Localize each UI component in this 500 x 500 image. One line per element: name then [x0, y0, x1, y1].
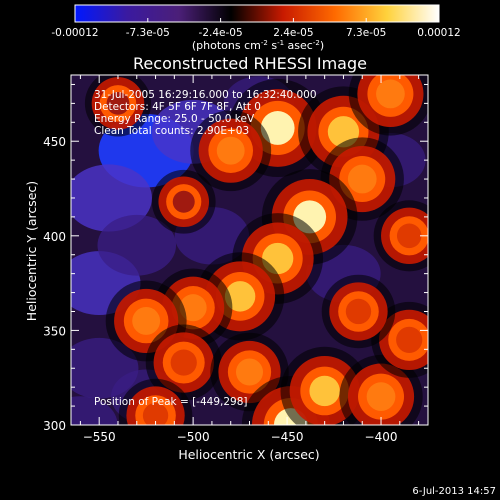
y-axis-label: Heliocentric Y (arcsec): [24, 181, 39, 321]
timestamp: 6-Jul-2013 14:57: [412, 486, 496, 497]
colorbar-frame: [74, 4, 440, 23]
colorbar-tick-label: 2.4e-05: [273, 27, 313, 39]
axis-ticks: −550 −500 −450 −400 300 350 400 450: [43, 75, 428, 444]
bright-source: [84, 75, 152, 137]
colorbar-tick-label: 7.3e-05: [346, 27, 386, 39]
x-tick-label: −450: [271, 430, 304, 444]
info-line: Detectors: 4F 5F 6F 7F 8F, Att 0: [94, 101, 261, 113]
y-tick-label: 400: [43, 230, 66, 244]
bright-source: [373, 200, 428, 272]
colorbar-ticks: [74, 18, 440, 22]
dim-region: [97, 214, 177, 276]
bright-source: [118, 378, 193, 425]
y-tick-label: 300: [43, 419, 66, 433]
dim-region: [71, 396, 118, 425]
bright-source: [348, 75, 428, 136]
colorbar-units: (photons cm-2 s-1 asec-2): [192, 39, 324, 52]
colorbar-tick-label: -0.00012: [51, 27, 98, 39]
colorbar: [75, 5, 439, 22]
bright-source: [321, 274, 396, 349]
info-line: Energy Range: 25.0 - 50.0 keV: [94, 113, 255, 125]
x-tick-label: −550: [83, 430, 116, 444]
colorbar-tick-label: -2.4e-05: [199, 27, 243, 39]
colorbar-tick-label: 0.00012: [417, 27, 460, 39]
heatmap-image: [71, 75, 428, 425]
colorbar-tick-label: -7.3e-05: [126, 27, 170, 39]
chart-title: Reconstructed RHESSI Image: [133, 54, 367, 73]
x-tick-label: −400: [365, 430, 398, 444]
info-line: 31-Jul-2005 16:29:16.000 to 16:32:40.000: [94, 89, 317, 101]
info-line: Clean Total counts: 2.90E+03: [94, 125, 249, 137]
info-text: 31-Jul-2005 16:29:16.000 to 16:32:40.000…: [94, 89, 317, 137]
bright-source: [151, 169, 216, 234]
peak-position-label: Position of Peak = [-449,298]: [94, 396, 248, 408]
bright-source: [190, 110, 272, 192]
colorbar-tick-labels: -0.00012 -7.3e-05 -2.4e-05 2.4e-05 7.3e-05 0.…: [51, 27, 460, 39]
dim-region: [71, 164, 152, 232]
y-tick-label: 450: [43, 135, 66, 149]
x-axis-label: Heliocentric X (arcsec): [178, 447, 319, 462]
x-tick-label: −500: [177, 430, 210, 444]
y-tick-label: 350: [43, 324, 66, 338]
